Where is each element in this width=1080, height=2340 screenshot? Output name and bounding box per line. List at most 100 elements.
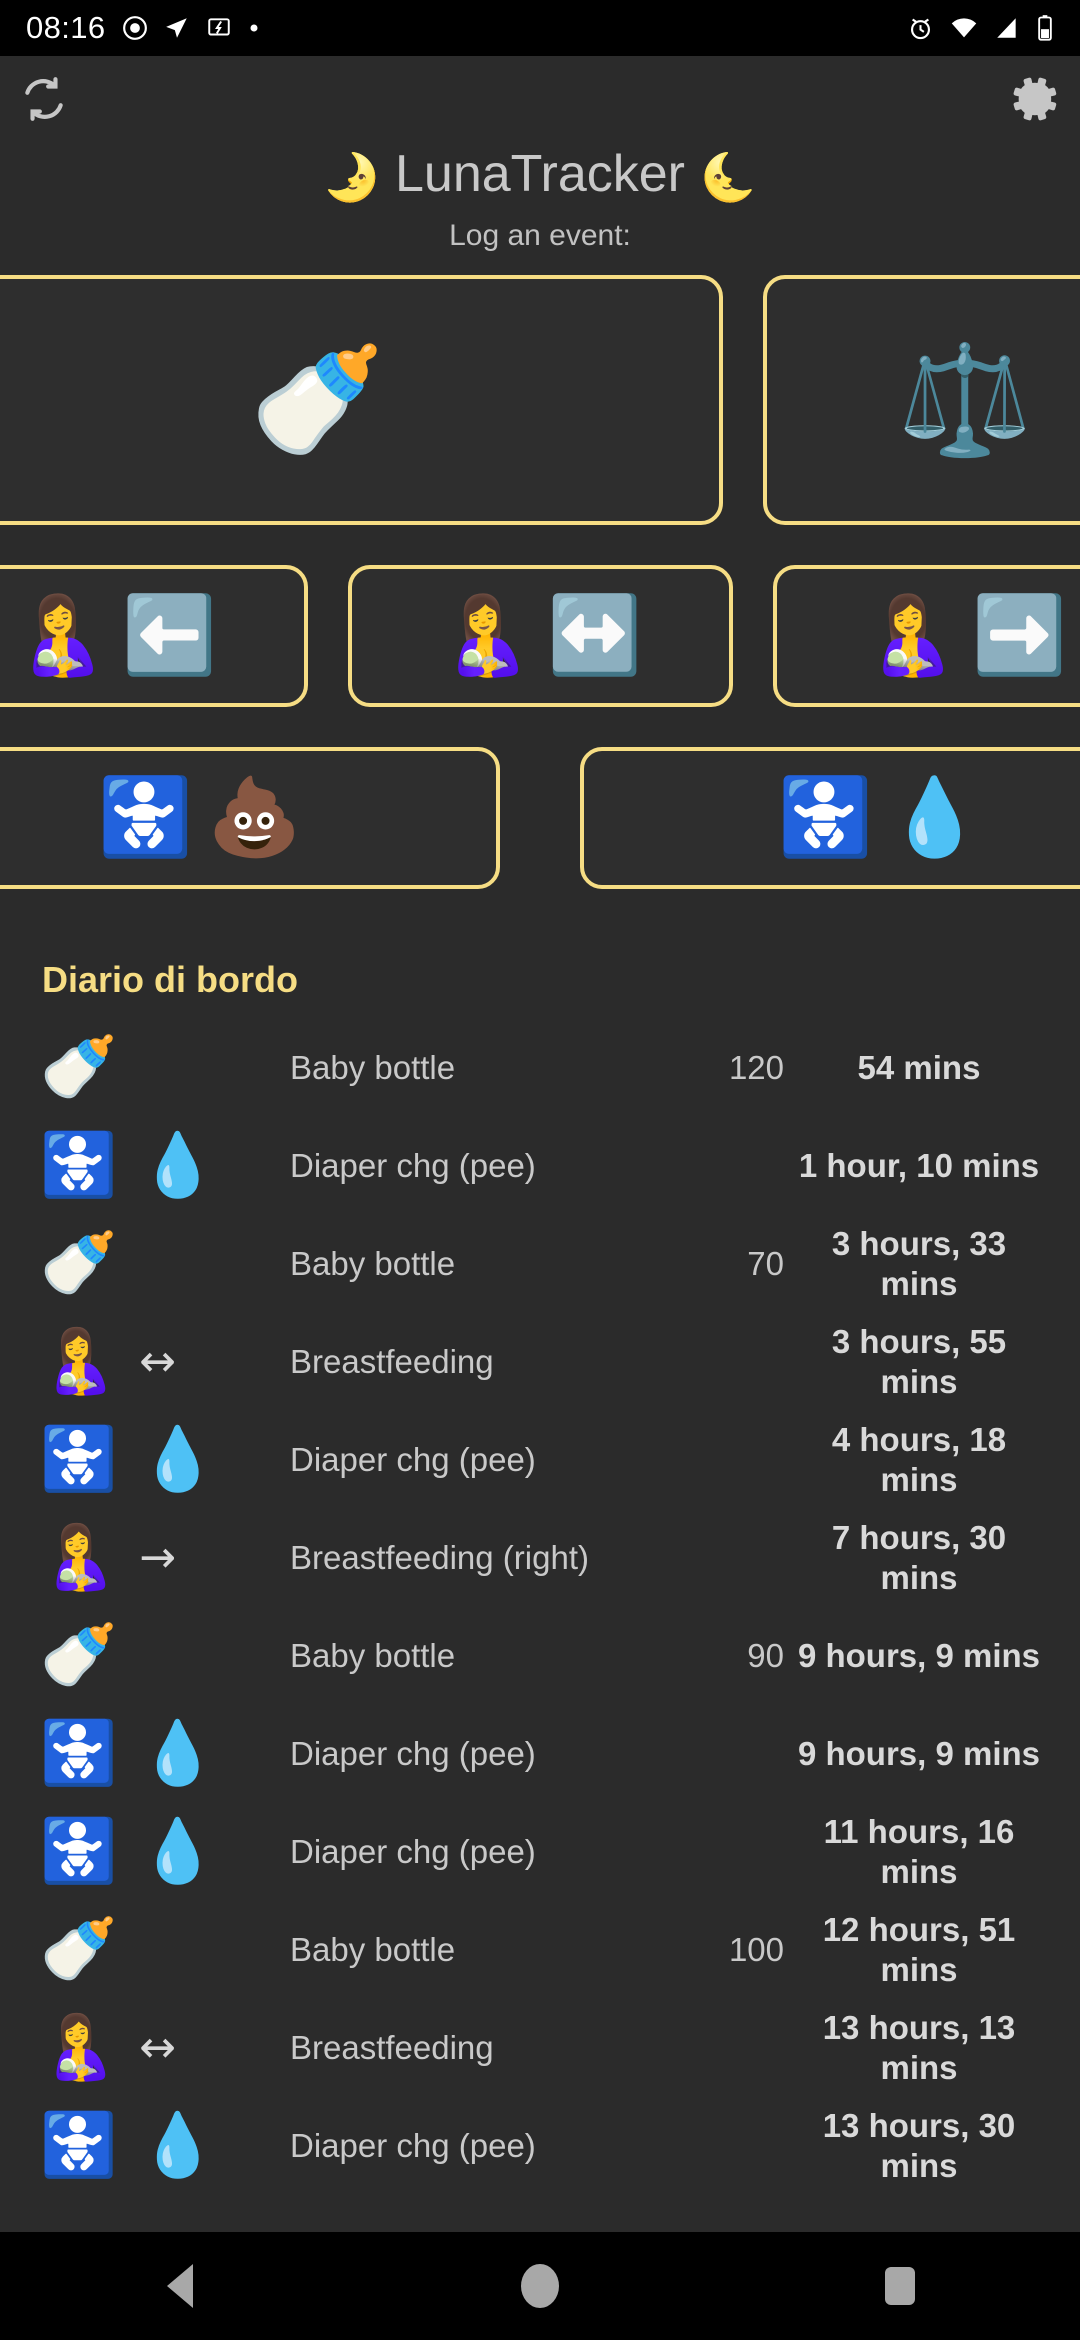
log-row-amount: 90 bbox=[747, 1637, 784, 1675]
log-event-subtitle: Log an event: bbox=[449, 219, 631, 253]
log-row-icon: 🍼 bbox=[40, 1621, 118, 1691]
log-row-arrow-icon: ↔ bbox=[139, 1336, 177, 1388]
log-row[interactable]: 🍼 Baby bottle 90 9 hours, 9 mins bbox=[40, 1607, 1044, 1705]
log-row[interactable]: 🤱 ↔ Breastfeeding 13 hours, 13 mins bbox=[40, 1999, 1044, 2097]
telegram-icon bbox=[164, 15, 190, 41]
recents-icon bbox=[885, 2267, 915, 2305]
log-row-icon: 💧 bbox=[139, 1131, 217, 1201]
log-row[interactable]: 🤱 → Breastfeeding (right) 7 hours, 30 mins bbox=[40, 1509, 1044, 1607]
app-bar bbox=[0, 56, 1080, 142]
log-row-arrow-icon: → bbox=[139, 1532, 177, 1584]
log-row-elapsed: 54 mins bbox=[857, 1049, 981, 1087]
log-row[interactable]: 🍼 Baby bottle 70 3 hours, 33 mins bbox=[40, 1215, 1044, 1313]
log-row-elapsed: 9 hours, 9 mins bbox=[797, 1637, 1041, 1675]
log-row-label: Diaper chg (pee) bbox=[290, 2127, 536, 2165]
log-row-arrow-icon: ↔ bbox=[139, 2022, 177, 2074]
signal-icon bbox=[994, 15, 1020, 41]
log-row-label: Diaper chg (pee) bbox=[290, 1833, 536, 1871]
log-row-elapsed: 13 hours, 13 mins bbox=[822, 2008, 1016, 2087]
log-row-label: Diaper chg (pee) bbox=[290, 1735, 536, 1773]
status-bar-right bbox=[907, 14, 1054, 42]
log-row-elapsed: 9 hours, 9 mins bbox=[797, 1735, 1041, 1773]
log-section-heading: Diario di bordo bbox=[42, 959, 298, 1001]
log-row-amount: 120 bbox=[728, 1049, 784, 1087]
log-row-icons: 🍼 bbox=[40, 1233, 290, 1295]
app-name: LunaTracker bbox=[395, 145, 685, 203]
log-breastfeed-left-button[interactable]: 🤱 ⬅️ bbox=[0, 565, 308, 708]
log-row-label: Diaper chg (pee) bbox=[290, 1441, 536, 1479]
app-title-block: 🌛 LunaTracker 🌜 Log an event: bbox=[0, 142, 1080, 253]
log-row-label: Baby bottle bbox=[290, 1049, 456, 1087]
status-bar-left: 08:16 bbox=[26, 10, 260, 46]
log-row-icon: 🍼 bbox=[40, 1033, 118, 1103]
log-row[interactable]: 🚼 💧 Diaper chg (pee) 11 hours, 16 mins bbox=[40, 1803, 1044, 1901]
log-row-label: Breastfeeding bbox=[290, 2029, 494, 2067]
log-row[interactable]: 🚼 💧 Diaper chg (pee) 13 hours, 30 mins bbox=[40, 2097, 1044, 2195]
log-row-label: Baby bottle bbox=[290, 1637, 456, 1675]
nav-back-button[interactable] bbox=[120, 2232, 240, 2340]
system-navigation-bar bbox=[0, 2232, 1080, 2340]
log-row-icons: 🚼 💧 bbox=[40, 1723, 290, 1785]
log-row-icon: 🚼 bbox=[40, 1719, 118, 1789]
log-row[interactable]: 🚼 💧 Diaper chg (pee) 9 hours, 9 mins bbox=[40, 1705, 1044, 1803]
log-row-icons: 🍼 bbox=[40, 1919, 290, 1981]
page-title: 🌛 LunaTracker 🌜 bbox=[0, 145, 1080, 203]
wifi-icon bbox=[950, 14, 978, 42]
status-bar-clock: 08:16 bbox=[26, 10, 106, 45]
alarm-icon bbox=[907, 15, 934, 42]
log-row-icons: 🚼 💧 bbox=[40, 1135, 290, 1197]
log-row-icon: 💧 bbox=[139, 1719, 217, 1789]
log-row-label: Baby bottle bbox=[290, 1245, 456, 1283]
sync-icon[interactable] bbox=[12, 67, 76, 131]
log-diaper-poop-button[interactable]: 🚼 💩 bbox=[0, 747, 500, 890]
log-row-icon: 🤱 bbox=[40, 1327, 118, 1397]
log-row-icon: 💧 bbox=[139, 2111, 217, 2181]
log-row-elapsed: 1 hour, 10 mins bbox=[798, 1147, 1040, 1185]
log-list[interactable]: 🍼 Baby bottle 120 54 mins 🚼 💧 Diaper chg (pee)… bbox=[0, 1019, 1080, 2232]
log-row-icon: 🤱 bbox=[40, 1523, 118, 1593]
log-row-elapsed: 7 hours, 30 mins bbox=[831, 1518, 1007, 1597]
log-row-label: Breastfeeding (right) bbox=[290, 1539, 589, 1577]
log-row-icon: 🚼 bbox=[40, 1425, 118, 1495]
poop-icon: 💩 bbox=[207, 775, 302, 861]
log-row-amount: 70 bbox=[747, 1245, 784, 1283]
scales-icon: ⚖️ bbox=[897, 339, 1033, 461]
nav-home-button[interactable] bbox=[480, 2232, 600, 2340]
log-row[interactable]: 🚼 💧 Diaper chg (pee) 4 hours, 18 mins bbox=[40, 1411, 1044, 1509]
breastfeeding-icon: 🤱 bbox=[13, 593, 108, 679]
baby-bottle-icon: 🍼 bbox=[250, 339, 385, 461]
gear-icon[interactable] bbox=[1004, 67, 1068, 131]
log-row[interactable]: 🤱 ↔ Breastfeeding 3 hours, 55 mins bbox=[40, 1313, 1044, 1411]
log-row-amount: 100 bbox=[728, 1931, 784, 1969]
log-row-icon: 🚼 bbox=[40, 1131, 118, 1201]
log-row-label: Breastfeeding bbox=[290, 1343, 494, 1381]
log-bottle-button[interactable]: 🍼 bbox=[0, 275, 723, 526]
battery-icon bbox=[1036, 14, 1054, 42]
arrow-left-icon: ⬅️ bbox=[122, 593, 217, 679]
arrow-left-right-icon: ↔️ bbox=[547, 593, 642, 679]
log-row-label: Baby bottle bbox=[290, 1931, 456, 1969]
log-row-icons: 🍼 bbox=[40, 1037, 290, 1099]
arrow-right-icon: ➡️ bbox=[972, 593, 1067, 679]
nav-recents-button[interactable] bbox=[840, 2232, 960, 2340]
log-row-icon: 🍼 bbox=[40, 1229, 118, 1299]
log-row-icon: 🚼 bbox=[40, 1817, 118, 1887]
log-weight-button[interactable]: ⚖️ bbox=[762, 275, 1080, 526]
status-bar: 08:16 bbox=[0, 0, 1080, 56]
record-circle-icon bbox=[122, 15, 148, 41]
event-button-row-1: 🍼 ⚖️ bbox=[0, 275, 1080, 526]
log-breastfeed-both-button[interactable]: 🤱 ↔️ bbox=[347, 565, 733, 708]
log-row[interactable]: 🚼 💧 Diaper chg (pee) 1 hour, 10 mins bbox=[40, 1117, 1044, 1215]
event-button-row-3: 🚼 💩 🚼 💧 bbox=[0, 747, 1080, 890]
log-breastfeed-right-button[interactable]: 🤱 ➡️ bbox=[772, 565, 1080, 708]
log-row-icons: 🤱 ↔ bbox=[40, 1331, 290, 1393]
log-row[interactable]: 🍼 Baby bottle 120 54 mins bbox=[40, 1019, 1044, 1117]
log-diaper-pee-button[interactable]: 🚼 💧 bbox=[580, 747, 1080, 890]
log-row-elapsed: 12 hours, 51 mins bbox=[822, 1910, 1016, 1989]
log-row-icons: 🚼 💧 bbox=[40, 1821, 290, 1883]
log-row-icons: 🤱 ↔ bbox=[40, 2017, 290, 2079]
log-row[interactable]: 🍼 Baby bottle 100 12 hours, 51 mins bbox=[40, 1901, 1044, 1999]
moon-right-icon: 🌜 bbox=[699, 151, 757, 203]
log-row-elapsed: 4 hours, 18 mins bbox=[831, 1420, 1007, 1499]
